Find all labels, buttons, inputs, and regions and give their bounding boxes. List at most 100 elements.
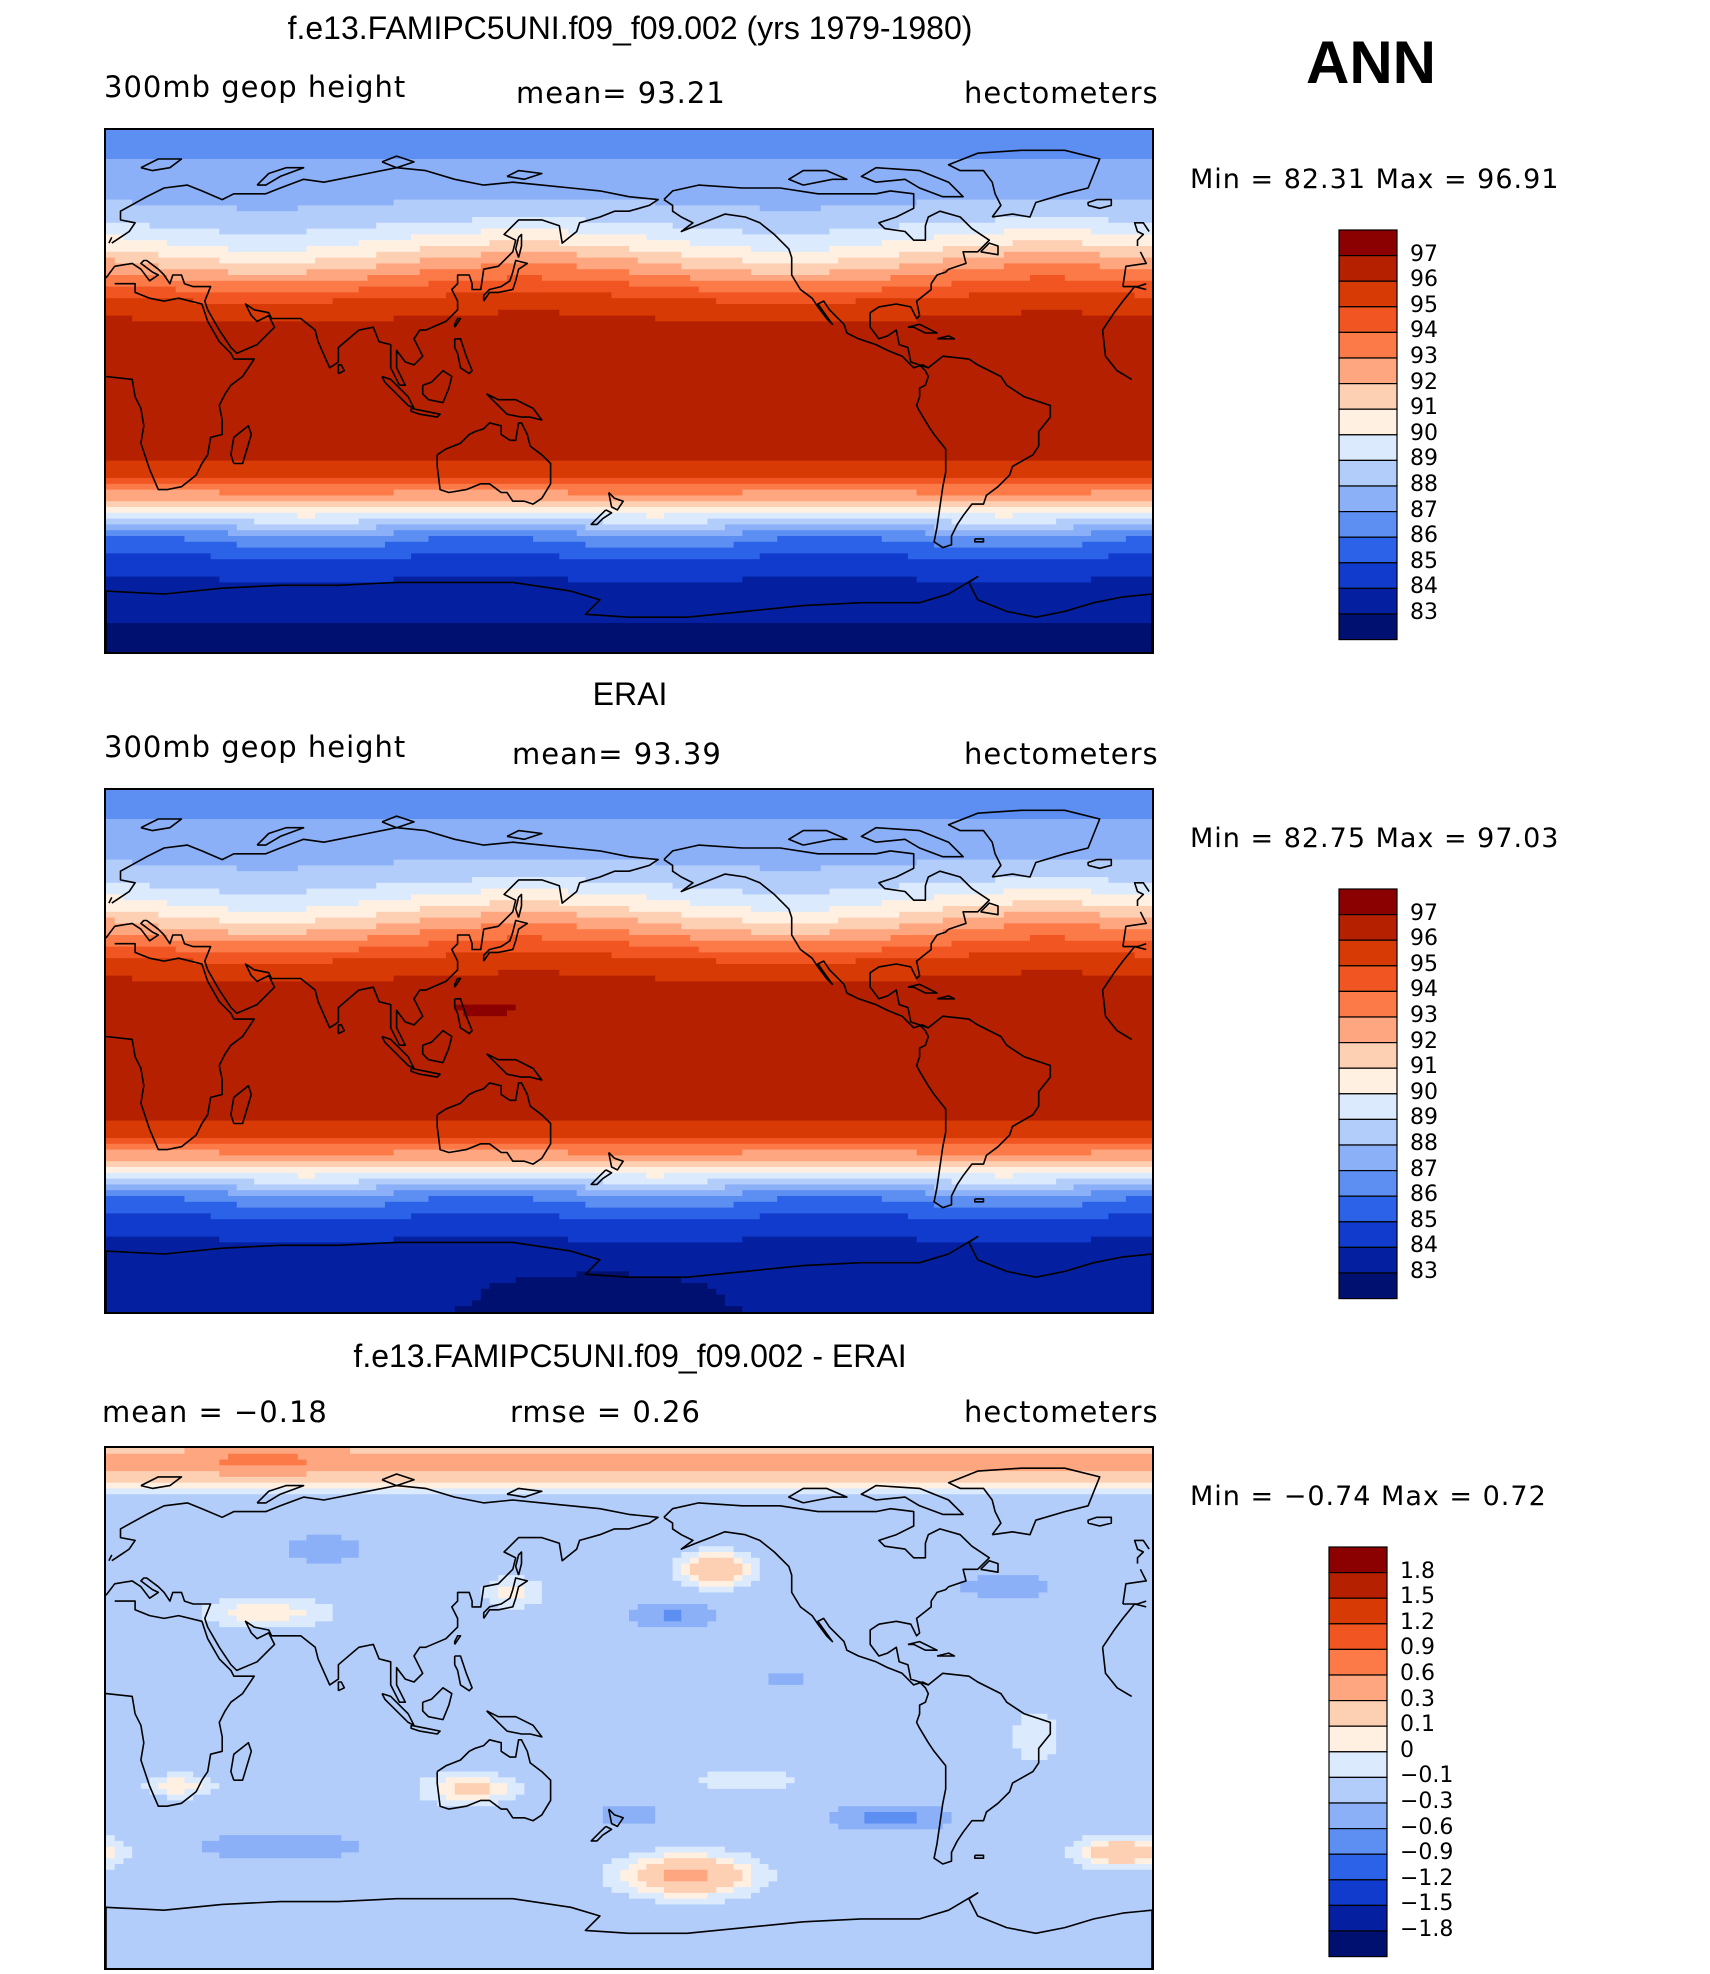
contour-cell — [106, 877, 473, 884]
contour-cell — [193, 1794, 421, 1802]
coastline-eurasia — [1122, 1568, 1147, 1605]
contour-cell — [306, 888, 482, 896]
contour-cell — [698, 1580, 735, 1588]
contour-cell — [663, 512, 996, 520]
coastline-svalbard — [140, 158, 183, 172]
contour-cell — [384, 1201, 587, 1209]
contour-cell — [1012, 1725, 1057, 1732]
contour-cell — [106, 1939, 1152, 1946]
contour-cell — [201, 1840, 360, 1848]
contour-cell — [106, 408, 1152, 415]
contour-cell — [541, 1586, 700, 1594]
contour-cell — [106, 1777, 151, 1784]
contour-cell — [1082, 1846, 1092, 1854]
contour-cell — [106, 1155, 1152, 1162]
contour-cell — [219, 888, 308, 896]
contour-cell — [106, 263, 160, 270]
contour-cell — [201, 1615, 238, 1623]
contour-cell — [576, 530, 744, 537]
contour-cell — [393, 1149, 569, 1157]
contour-cell — [1082, 1835, 1152, 1842]
contour-cell — [219, 1149, 395, 1157]
colorbar-swatch-15 — [1338, 1272, 1398, 1300]
contour-cell — [106, 1283, 491, 1290]
colorbar-swatch-9 — [1338, 459, 1398, 487]
contour-cell — [1108, 553, 1152, 560]
panel2-map — [104, 788, 1154, 1314]
contour-cell — [219, 257, 316, 265]
contour-cell — [106, 964, 1152, 971]
contour-cell — [106, 1794, 168, 1802]
contour-cell — [541, 275, 691, 282]
contour-cell — [358, 518, 604, 526]
contour-cell — [114, 917, 221, 925]
colorbar-swatch-14 — [1338, 587, 1398, 615]
contour-cell — [106, 1132, 1152, 1139]
contour-cell — [106, 952, 447, 959]
contour-cell — [106, 1557, 308, 1565]
contour-cell — [106, 1656, 1152, 1663]
contour-cell — [1012, 900, 1084, 907]
contour-cell — [167, 1794, 194, 1802]
coastline-newfoundland — [980, 242, 999, 256]
contour-cell — [332, 958, 717, 965]
contour-cell — [742, 530, 927, 537]
contour-cell — [646, 1172, 665, 1180]
contour-cell — [655, 1846, 726, 1854]
contour-cell — [916, 1149, 1092, 1157]
contour-cell — [655, 1812, 831, 1819]
contour-cell — [942, 1806, 1152, 1813]
colorbar-tick-label: 90 — [1410, 1079, 1438, 1105]
contour-cell — [733, 1546, 1152, 1553]
contour-cell — [358, 1840, 1075, 1848]
colorbar-tick-label: 1.8 — [1400, 1558, 1435, 1584]
panel3-units-label: hectometers — [964, 1395, 1159, 1429]
colorbar-swatch-6 — [1338, 1042, 1398, 1069]
colorbar-swatch-2 — [1328, 1597, 1388, 1625]
colorbar-swatch-9 — [1338, 1118, 1398, 1146]
contour-cell — [228, 906, 308, 913]
contour-cell — [184, 1777, 212, 1784]
contour-cell — [106, 1927, 1152, 1935]
coastline-japan — [482, 1577, 529, 1619]
colorbar-swatch-6 — [1338, 383, 1398, 410]
contour-cell — [419, 269, 630, 276]
contour-cell — [106, 512, 299, 520]
panel2-units-label: hectometers — [964, 737, 1159, 771]
contour-cell — [890, 935, 1031, 942]
contour-cell — [384, 541, 587, 549]
coastline-britain — [108, 1554, 113, 1562]
colorbar-tick-label: 94 — [1410, 977, 1438, 1003]
contour-cell — [106, 1271, 578, 1278]
contour-cell — [419, 257, 639, 265]
contour-cell — [123, 1858, 613, 1865]
contour-cell — [106, 1149, 221, 1157]
colorbar-boxes — [1328, 1546, 1388, 1958]
panel3-title: f.e13.FAMIPC5UNI.f09_f09.002 - ERAI — [353, 1338, 907, 1374]
contour-cell — [114, 1864, 604, 1871]
contour-cell — [167, 275, 369, 282]
contour-cell — [672, 222, 901, 230]
colorbar-swatch-3 — [1328, 1623, 1388, 1651]
contour-cell — [106, 437, 1152, 444]
coastline-srilanka — [337, 1024, 346, 1035]
colorbar-tick-label: 92 — [1410, 1028, 1438, 1054]
contour-cell — [1090, 1149, 1152, 1157]
contour-cell — [567, 1149, 744, 1157]
contour-cell — [995, 512, 1014, 520]
contour-cell — [559, 900, 691, 907]
contour-cell — [332, 1609, 630, 1617]
contour-cell — [655, 1806, 839, 1813]
contour-cell — [1003, 263, 1101, 270]
colorbar-swatch-8 — [1338, 434, 1398, 462]
contour-cell — [106, 1875, 604, 1883]
contour-cell — [106, 1598, 221, 1605]
coastline-java — [410, 1067, 441, 1078]
panel1-contour-map — [106, 130, 1152, 652]
contour-cell — [1090, 1190, 1152, 1197]
contour-cell — [1082, 900, 1152, 907]
coastline-sumatra — [381, 1692, 415, 1727]
contour-cell — [742, 1236, 918, 1244]
contour-cell — [567, 576, 744, 584]
contour-cell — [602, 1812, 656, 1819]
